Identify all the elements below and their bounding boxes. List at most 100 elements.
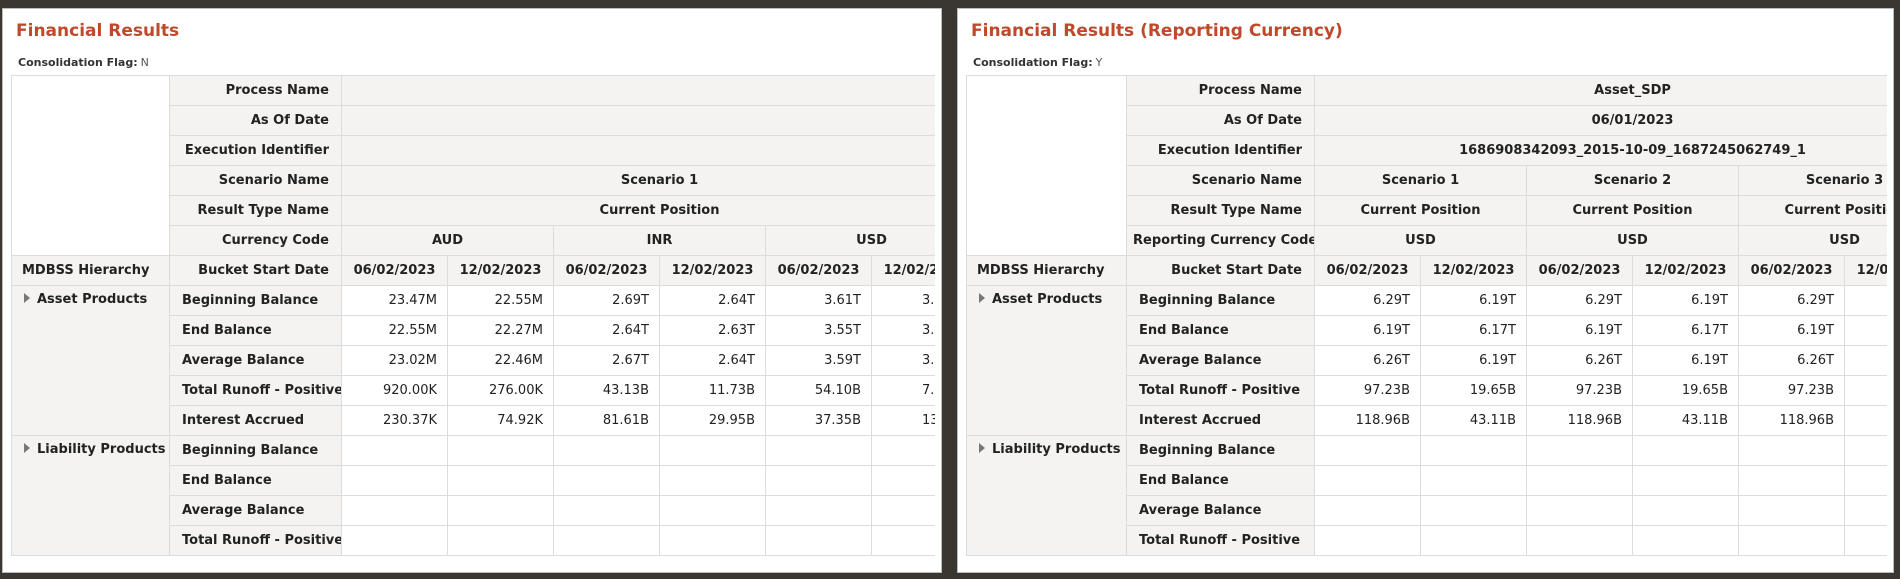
value-cell — [1632, 525, 1739, 556]
header-label: Scenario Name — [169, 165, 342, 196]
expand-icon[interactable] — [24, 443, 30, 453]
value-cell: 81.61B — [553, 405, 660, 436]
value-cell: 118.96B — [1738, 405, 1845, 436]
value-cell: 2.63T — [659, 315, 766, 346]
date-header: 06/02/2023 — [765, 255, 872, 286]
value-cell: 118.96B — [1526, 405, 1633, 436]
row-label: End Balance — [169, 315, 342, 346]
row-label: Beginning Balance — [169, 285, 342, 316]
row-label: Total Runoff - Positive — [1126, 375, 1315, 406]
header-row: Reporting Currency Code USD USD USD — [967, 225, 1887, 256]
header-cell: Scenario 1 — [1314, 165, 1527, 196]
row-label: Total Runoff - Positive — [169, 375, 342, 406]
value-cell — [341, 435, 448, 466]
value-cell — [1843, 525, 1887, 556]
header-row: Scenario Name Scenario 1 — [12, 165, 935, 196]
corner-cell — [11, 75, 170, 256]
header-label: Execution Identifier — [169, 135, 342, 166]
value-cell: 6.19T — [1738, 315, 1845, 346]
value-cell — [1420, 435, 1527, 466]
data-row: Total Runoff - Positive — [967, 525, 1887, 556]
panel-title: Financial Results — [16, 21, 180, 41]
header-label: As Of Date — [1126, 105, 1315, 136]
value-cell — [659, 495, 766, 526]
row-label: Interest Accrued — [169, 405, 342, 436]
value-cell — [1526, 465, 1633, 496]
value-cell — [659, 525, 766, 556]
flag-label: Consolidation Flag: — [973, 56, 1093, 69]
value-cell: 2.67T — [553, 345, 660, 376]
value-cell — [553, 495, 660, 526]
value-cell: 3. — [870, 315, 935, 346]
bucket-label: Bucket Start Date — [1126, 255, 1315, 286]
value-cell: 6.26T — [1526, 345, 1633, 376]
header-cell — [340, 135, 935, 166]
value-cell — [1843, 405, 1887, 436]
data-row: End Balance 22.55M 22.27M 2.64T 2.63T 3.55T 3. — [12, 315, 935, 346]
header-cell: USD — [1737, 225, 1887, 256]
header-label: Result Type Name — [169, 195, 342, 226]
header-label: Reporting Currency Code — [1126, 225, 1315, 256]
value-cell — [553, 465, 660, 496]
expand-icon[interactable] — [979, 293, 985, 303]
row-label: Total Runoff - Positive — [1126, 525, 1315, 556]
row-label: Average Balance — [1126, 345, 1315, 376]
value-cell — [1526, 525, 1633, 556]
value-cell — [1314, 495, 1421, 526]
row-label: End Balance — [1126, 465, 1315, 496]
value-cell: 22.55M — [341, 315, 448, 346]
expand-icon[interactable] — [979, 443, 985, 453]
data-row: Liability Products Beginning Balance — [11, 435, 935, 556]
row-label: Beginning Balance — [1126, 285, 1315, 316]
header-cell: INR — [553, 225, 766, 256]
row-label: End Balance — [1126, 315, 1315, 346]
value-cell: 97.23B — [1526, 375, 1633, 406]
hierarchy-label: MDBSS Hierarchy — [11, 255, 170, 286]
value-cell: 19.65B — [1420, 375, 1527, 406]
header-row: As Of Date 06/01/2023 — [967, 105, 1887, 136]
value-cell — [1843, 495, 1887, 526]
value-cell: 230.37K — [341, 405, 448, 436]
expand-icon[interactable] — [24, 293, 30, 303]
data-row: End Balance — [12, 465, 935, 496]
header-label: Currency Code — [169, 225, 342, 256]
group-cell: Liability Products — [11, 435, 170, 556]
data-row: Asset Products Beginning Balance 6.29T 6.19… — [966, 285, 1887, 436]
header-cell: Scenario 2 — [1526, 165, 1739, 196]
value-cell — [870, 495, 935, 526]
date-header: 06/02/2023 — [1314, 255, 1421, 286]
row-label: Average Balance — [169, 495, 342, 526]
header-label: As Of Date — [169, 105, 342, 136]
value-cell: 6.29T — [1526, 285, 1633, 316]
group-name: Liability Products — [37, 442, 166, 457]
results-table: Process Name Asset_SDP As Of Date 06/01/202… — [966, 75, 1887, 556]
header-cell: AUD — [341, 225, 554, 256]
value-cell — [1632, 495, 1739, 526]
value-cell: 920.00K — [341, 375, 448, 406]
value-cell — [553, 525, 660, 556]
value-cell: 74.92K — [447, 405, 554, 436]
value-cell: 6.29T — [1314, 285, 1421, 316]
value-cell: 7. — [870, 375, 935, 406]
value-cell — [341, 525, 448, 556]
value-cell — [1738, 465, 1845, 496]
header-label: Process Name — [169, 75, 342, 106]
date-row: MDBSS Hierarchy Bucket Start Date 06/02/20… — [11, 255, 935, 286]
row-label: End Balance — [169, 465, 342, 496]
header-label: Scenario Name — [1126, 165, 1315, 196]
value-cell: 22.27M — [447, 315, 554, 346]
value-cell — [447, 435, 554, 466]
value-cell: 54.10B — [765, 375, 872, 406]
value-cell: 23.02M — [341, 345, 448, 376]
header-cell: Scenario 3 — [1737, 165, 1887, 196]
data-row: Interest Accrued 118.96B 43.11B 118.96B 43.1… — [967, 405, 1887, 436]
value-cell: 3.61T — [765, 285, 872, 316]
data-row: Average Balance — [967, 495, 1887, 526]
value-cell — [553, 435, 660, 466]
value-cell: 43.13B — [553, 375, 660, 406]
group-name: Asset Products — [37, 292, 148, 307]
date-header: 12/02/2023 — [659, 255, 766, 286]
date-header: 06/02/2023 — [1738, 255, 1845, 286]
value-cell: 6.19T — [1420, 345, 1527, 376]
header-row: Result Type Name Current Position Current … — [967, 195, 1887, 226]
